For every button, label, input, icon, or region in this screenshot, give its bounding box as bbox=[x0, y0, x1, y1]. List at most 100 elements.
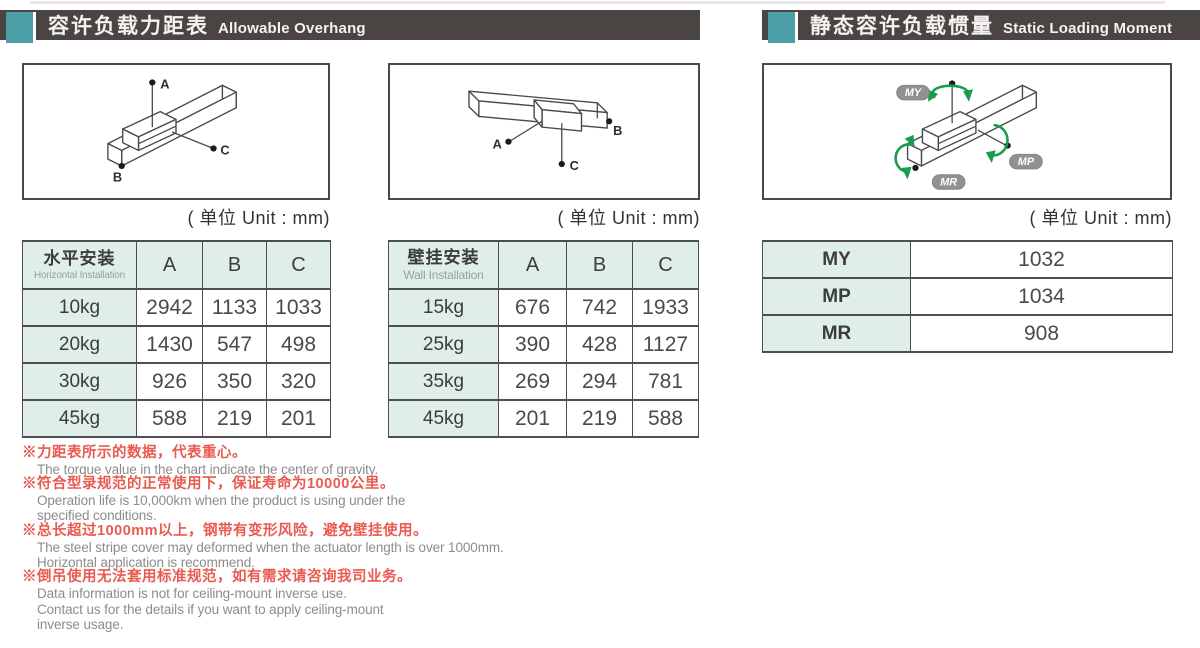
load-cell: 30kg bbox=[22, 362, 137, 401]
note-zh: ※符合型录规范的正常使用下，保证寿命为10000公里。 bbox=[22, 476, 395, 493]
point-b-marker bbox=[605, 118, 613, 125]
note-en: specified conditions. bbox=[37, 508, 157, 524]
load-cell: 25kg bbox=[388, 325, 499, 364]
moment-labels: MY MP MR bbox=[896, 84, 1043, 190]
table-title-cell: 水平安装 Horizontal Installation bbox=[22, 240, 137, 290]
rotation-arrows bbox=[894, 84, 1009, 180]
column-header-b: B bbox=[566, 240, 633, 290]
note-en: Operation life is 10,000km when the prod… bbox=[37, 493, 406, 508]
table-row: MP 1034 bbox=[762, 277, 1173, 316]
carriage-block bbox=[533, 99, 583, 132]
point-c-label: C bbox=[570, 158, 579, 173]
note-en: Horizontal application is recommend. bbox=[37, 555, 255, 571]
value-cell: 781 bbox=[632, 362, 699, 401]
value-cell: 2942 bbox=[136, 288, 203, 327]
unit-label: ( 单位 Unit : mm) bbox=[557, 208, 700, 228]
mp-label: MP bbox=[1018, 156, 1035, 168]
load-cell: 35kg bbox=[388, 362, 499, 401]
point-a-marker bbox=[149, 79, 156, 86]
section-header-allowable-overhang: 容许负载力距表 Allowable Overhang bbox=[0, 10, 700, 43]
wall-install-diagram: A B C bbox=[468, 90, 622, 173]
value-cell: 588 bbox=[632, 399, 699, 438]
point-c-label: C bbox=[220, 142, 229, 157]
value-cell: 1127 bbox=[632, 325, 699, 364]
value-cell: 908 bbox=[910, 314, 1173, 353]
load-cell: 15kg bbox=[388, 288, 499, 327]
table-row: 10kg 2942 1133 1033 bbox=[22, 288, 331, 327]
table-title-en: Horizontal Installation bbox=[33, 269, 125, 281]
value-cell: 1430 bbox=[136, 325, 203, 364]
note-zh: ※力距表所示的数据，代表重心。 bbox=[22, 445, 247, 461]
note-en: The steel stripe cover may deformed when… bbox=[37, 539, 504, 555]
value-cell: 547 bbox=[202, 325, 267, 364]
dimension-annotations: A C B bbox=[113, 76, 230, 184]
value-cell: 269 bbox=[498, 362, 567, 401]
column-header-b: B bbox=[202, 240, 267, 290]
value-cell: 1933 bbox=[632, 288, 699, 327]
section-title: 静态容许负载惯量 Static Loading Moment bbox=[810, 10, 1172, 40]
value-cell: 1034 bbox=[910, 277, 1173, 316]
moment-diagram: MY MP MR bbox=[894, 80, 1043, 190]
value-cell: 219 bbox=[202, 399, 267, 438]
value-cell: 588 bbox=[136, 399, 203, 438]
horizontal-install-diagram: A C B bbox=[107, 76, 237, 184]
carriage-block bbox=[122, 110, 177, 152]
point-a-marker bbox=[505, 138, 512, 145]
value-cell: 676 bbox=[498, 288, 567, 327]
table-row: MY 1032 bbox=[762, 240, 1173, 279]
horizontal-install-diagram-frame: A C B bbox=[22, 63, 330, 200]
scan-artifact-line bbox=[30, 1, 1165, 4]
section-title-zh: 容许负载力距表 bbox=[48, 15, 209, 38]
teal-accent-square bbox=[768, 12, 798, 43]
value-cell: 201 bbox=[498, 399, 567, 438]
note-zh: ※总长超过1000mm以上，钢带有变形风险，避免壁挂使用。 bbox=[22, 522, 429, 539]
note-en: Contact us for the details if you want t… bbox=[37, 601, 384, 617]
moment-label-cell: MR bbox=[762, 314, 911, 353]
column-header-a: A bbox=[136, 240, 203, 290]
value-cell: 428 bbox=[566, 325, 633, 364]
value-cell: 320 bbox=[266, 362, 331, 401]
table-row: 45kg 201 219 588 bbox=[388, 399, 699, 438]
wall-installation-table: 壁挂安装 Wall Installation A B C 15kg 676 74… bbox=[388, 240, 699, 438]
static-moment-table: MY 1032 MP 1034 MR 908 bbox=[762, 240, 1173, 353]
value-cell: 201 bbox=[266, 399, 331, 438]
table-title-cell: 壁挂安装 Wall Installation bbox=[388, 240, 499, 290]
table-title-zh: 水平安装 bbox=[43, 249, 116, 269]
moment-label-cell: MY bbox=[762, 240, 911, 279]
table-row: 25kg 390 428 1127 bbox=[388, 325, 699, 364]
table-header-row: 水平安装 Horizontal Installation A B C bbox=[22, 240, 331, 290]
table-row: 35kg 269 294 781 bbox=[388, 362, 699, 401]
load-cell: 45kg bbox=[388, 399, 499, 438]
column-header-c: C bbox=[266, 240, 331, 290]
point-a-label: A bbox=[160, 76, 169, 91]
table-row: 20kg 1430 547 498 bbox=[22, 325, 331, 364]
my-pill bbox=[896, 84, 930, 101]
point-a-label: A bbox=[493, 137, 502, 152]
table-header-row: 壁挂安装 Wall Installation A B C bbox=[388, 240, 699, 290]
note-en: inverse usage. bbox=[37, 617, 124, 633]
my-rotation-arrow bbox=[931, 84, 970, 99]
value-cell: 498 bbox=[266, 325, 331, 364]
value-cell: 219 bbox=[566, 399, 633, 438]
load-cell: 45kg bbox=[22, 399, 137, 438]
value-cell: 1032 bbox=[910, 240, 1173, 279]
section-title-en: Allowable Overhang bbox=[218, 20, 366, 37]
table-title-en: Wall Installation bbox=[403, 268, 484, 283]
my-label: MY bbox=[905, 87, 922, 99]
table-row: 45kg 588 219 201 bbox=[22, 399, 331, 438]
mr-rotation-arrow bbox=[894, 143, 912, 174]
value-cell: 1133 bbox=[202, 288, 267, 327]
unit-label: ( 单位 Unit : mm) bbox=[187, 208, 330, 228]
table-title-zh: 壁挂安装 bbox=[407, 247, 480, 267]
column-header-c: C bbox=[632, 240, 699, 290]
moment-label-cell: MP bbox=[762, 277, 911, 316]
load-cell: 10kg bbox=[22, 288, 137, 327]
point-b-label: B bbox=[113, 170, 122, 185]
section-title-zh: 静态容许负载惯量 bbox=[810, 15, 994, 38]
note-en: The torque value in the chart indicate t… bbox=[37, 461, 379, 477]
mr-label: MR bbox=[940, 176, 957, 188]
section-title: 容许负载力距表 Allowable Overhang bbox=[48, 10, 366, 40]
value-cell: 926 bbox=[136, 362, 203, 401]
point-c-marker bbox=[210, 145, 217, 152]
table-row: MR 908 bbox=[762, 314, 1173, 353]
